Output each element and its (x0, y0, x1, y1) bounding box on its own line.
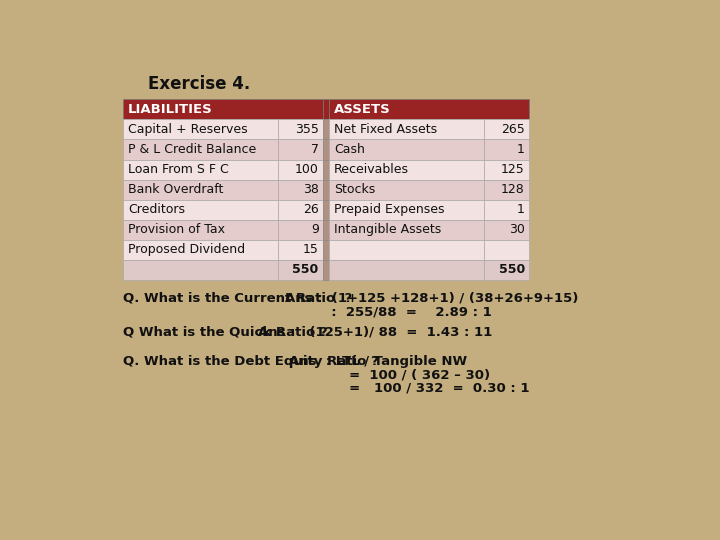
Bar (323, 260, 329, 280)
Text: =   100 / 332  =  0.30 : 1: = 100 / 332 = 0.30 : 1 (289, 381, 530, 394)
Text: Provision of Tax: Provision of Tax (128, 223, 225, 236)
Text: 1: 1 (517, 203, 525, 216)
Text: Ans :  (1+125 +128+1) / (38+26+9+15): Ans : (1+125 +128+1) / (38+26+9+15) (285, 292, 579, 305)
Bar (484, 139, 528, 159)
Text: 128: 128 (501, 183, 525, 196)
Bar (277, 179, 323, 200)
Bar (323, 179, 329, 200)
Text: 26: 26 (303, 203, 319, 216)
Text: 265: 265 (501, 123, 525, 136)
Bar (329, 99, 528, 119)
Bar (484, 220, 528, 240)
Text: 100: 100 (294, 163, 319, 176)
Bar (323, 240, 329, 260)
Bar (484, 159, 528, 179)
Text: ASSETS: ASSETS (334, 103, 391, 116)
Text: Creditors: Creditors (128, 203, 185, 216)
Bar (329, 200, 484, 220)
Text: Q What is the Quick Ratio ?: Q What is the Quick Ratio ? (122, 326, 327, 339)
Bar (329, 159, 484, 179)
Bar (277, 200, 323, 220)
Bar (323, 200, 329, 220)
Text: Bank Overdraft: Bank Overdraft (128, 183, 223, 196)
Text: Prepaid Expenses: Prepaid Expenses (334, 203, 445, 216)
Bar (323, 99, 329, 119)
Text: 7: 7 (310, 143, 319, 156)
Bar (329, 119, 484, 139)
Text: Ans  : LTL / Tangible NW: Ans : LTL / Tangible NW (289, 355, 467, 368)
Text: 125: 125 (501, 163, 525, 176)
Bar (323, 220, 329, 240)
Bar (122, 119, 277, 139)
Bar (323, 119, 329, 139)
Bar (122, 159, 277, 179)
Bar (277, 260, 323, 280)
Text: Q. What is the Debt Equity Ratio ?: Q. What is the Debt Equity Ratio ? (122, 355, 378, 368)
Text: 15: 15 (302, 243, 319, 256)
Text: Exercise 4.: Exercise 4. (148, 75, 251, 93)
Text: P & L Credit Balance: P & L Credit Balance (128, 143, 256, 156)
Bar (329, 139, 484, 159)
Text: Cash: Cash (334, 143, 365, 156)
Bar (277, 240, 323, 260)
Bar (122, 220, 277, 240)
Text: Proposed Dividend: Proposed Dividend (128, 243, 245, 256)
Text: 9: 9 (311, 223, 319, 236)
Bar (329, 220, 484, 240)
Text: Q. What is the Current Ratio  ?: Q. What is the Current Ratio ? (122, 292, 352, 305)
Bar (122, 179, 277, 200)
Bar (484, 260, 528, 280)
Bar (277, 139, 323, 159)
Bar (329, 240, 484, 260)
Text: =  100 / ( 362 – 30): = 100 / ( 362 – 30) (289, 368, 490, 381)
Bar (329, 260, 484, 280)
Text: 30: 30 (509, 223, 525, 236)
Bar (277, 159, 323, 179)
Bar (122, 99, 323, 119)
Text: 550: 550 (498, 263, 525, 276)
Text: Intangible Assets: Intangible Assets (334, 223, 441, 236)
Bar (484, 179, 528, 200)
Bar (122, 200, 277, 220)
Text: 38: 38 (302, 183, 319, 196)
Bar (329, 179, 484, 200)
Bar (484, 200, 528, 220)
Bar (277, 119, 323, 139)
Text: LIABILITIES: LIABILITIES (128, 103, 212, 116)
Text: Receivables: Receivables (334, 163, 409, 176)
Bar (122, 240, 277, 260)
Bar (484, 119, 528, 139)
Text: Loan From S F C: Loan From S F C (128, 163, 229, 176)
Bar (323, 139, 329, 159)
Bar (323, 159, 329, 179)
Text: 550: 550 (292, 263, 319, 276)
Text: Capital + Reserves: Capital + Reserves (128, 123, 248, 136)
Text: Net Fixed Assets: Net Fixed Assets (334, 123, 437, 136)
Text: :  255/88  =    2.89 : 1: : 255/88 = 2.89 : 1 (285, 305, 492, 318)
Text: Ans :   (125+1)/ 88  =  1.43 : 11: Ans : (125+1)/ 88 = 1.43 : 11 (258, 326, 492, 339)
Bar (122, 139, 277, 159)
Text: Stocks: Stocks (334, 183, 375, 196)
Bar (484, 240, 528, 260)
Text: 355: 355 (294, 123, 319, 136)
Bar (277, 220, 323, 240)
Bar (122, 260, 277, 280)
Text: 1: 1 (517, 143, 525, 156)
